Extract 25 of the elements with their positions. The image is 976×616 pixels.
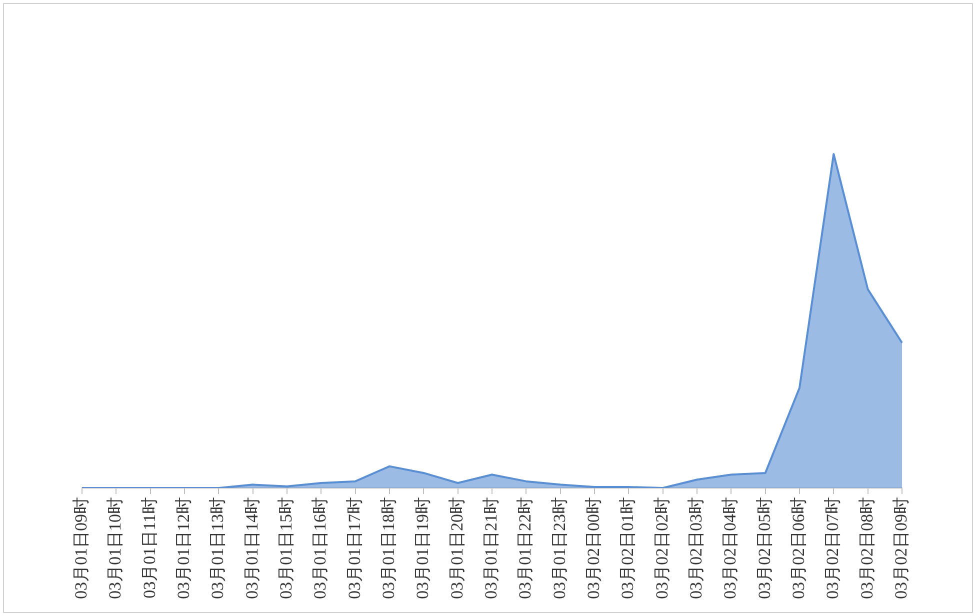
x-tick-label: 03月01日09时 xyxy=(71,497,90,599)
x-tick-label: 03月01日21时 xyxy=(481,497,500,599)
x-tick-label: 03月01日20时 xyxy=(447,497,466,599)
x-tick-label: 03月02日05时 xyxy=(754,497,774,599)
x-tick-label: 03月01日14时 xyxy=(242,497,262,599)
x-tick-label: 03月02日06时 xyxy=(788,497,808,599)
x-tick-label: 03月01日11时 xyxy=(140,497,159,598)
x-tick-label: 03月01日10时 xyxy=(106,497,125,599)
x-tick-label: 03月02日09时 xyxy=(891,497,910,599)
x-tick-label: 03月01日13时 xyxy=(208,497,228,599)
x-tick-label: 03月02日03时 xyxy=(686,497,706,599)
x-tick-label: 03月02日04时 xyxy=(720,497,740,599)
x-tick-label: 03月01日22时 xyxy=(516,497,535,599)
x-tick-label: 03月01日16时 xyxy=(310,497,330,599)
x-tick-label: 03月01日12时 xyxy=(174,497,193,599)
x-tick-label: 03月02日08时 xyxy=(857,497,876,599)
x-tick-label: 03月02日00时 xyxy=(584,497,603,599)
x-tick-label: 03月01日19时 xyxy=(413,497,432,599)
x-tick-label: 03月02日01时 xyxy=(618,497,638,599)
x-tick-label: 03月02日07时 xyxy=(823,497,842,599)
x-tick-label: 03月01日18时 xyxy=(378,497,398,599)
x-tick-label: 03月02日02时 xyxy=(652,497,672,599)
x-tick-label: 03月01日15时 xyxy=(276,497,296,599)
x-tick-label: 03月01日23时 xyxy=(550,497,569,599)
x-tick-label: 03月01日17时 xyxy=(344,497,364,599)
